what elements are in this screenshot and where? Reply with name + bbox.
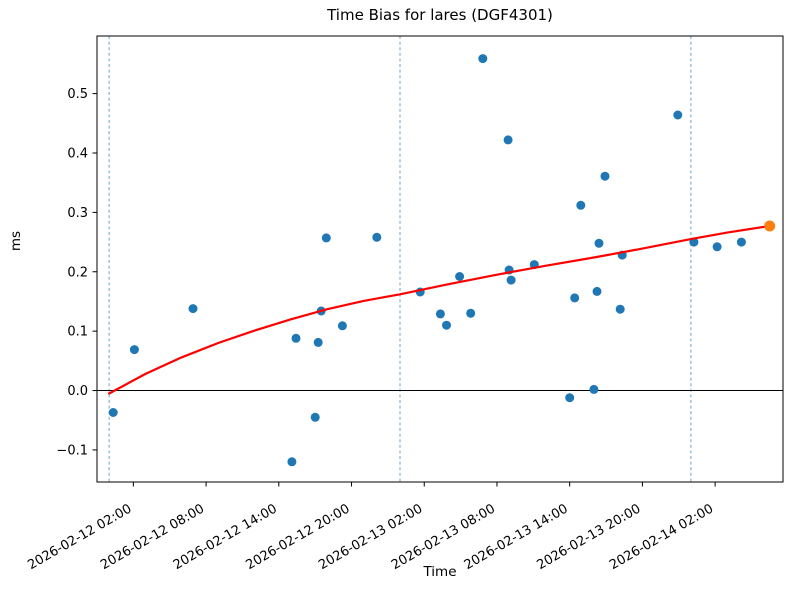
- bias-observations-point: [736, 237, 746, 247]
- y-tick-label: 0.0: [67, 384, 88, 399]
- y-tick-label: −0.1: [56, 443, 88, 458]
- bias-observations-point: [337, 321, 347, 331]
- chart-title: Time Bias for lares (DGF4301): [327, 6, 553, 24]
- bias-observations-point: [442, 320, 451, 330]
- fit-curve-path: [108, 224, 771, 395]
- bias-observations-point: [455, 272, 465, 281]
- bias-observations-point: [310, 412, 320, 422]
- y-axis: −0.1 0.0 0.1 0.2 0.3 0.4 0.5: [56, 87, 97, 458]
- bias-observations-point: [313, 337, 323, 347]
- bias-observations-point: [506, 275, 516, 285]
- bias-observations-point: [673, 110, 683, 120]
- bias-observations-point: [287, 457, 297, 467]
- y-tick-label: 0.4: [67, 146, 88, 161]
- y-tick-label: 0.3: [67, 206, 88, 221]
- bias-observations-point: [466, 308, 476, 318]
- plot-border: [96, 35, 784, 483]
- bias-observations-point: [372, 232, 382, 242]
- bias-observations-point: [576, 200, 586, 210]
- bias-observations-point: [600, 171, 610, 181]
- bias-observations-point: [592, 286, 602, 296]
- bias-observations-point: [570, 293, 580, 303]
- bias-observations-point: [478, 54, 488, 64]
- bias-observations-point: [594, 238, 604, 248]
- bias-observations-point: [712, 242, 722, 252]
- y-tick-label: 0.5: [67, 87, 88, 102]
- bias-observations-point: [291, 333, 301, 343]
- y-tick-label: 0.1: [67, 325, 88, 340]
- bias-observations-point: [503, 135, 513, 145]
- day-gridlines: [108, 36, 692, 482]
- y-axis-label: ms: [8, 230, 24, 252]
- bias-observations-point: [129, 345, 139, 355]
- fit-endpoint-point: [764, 220, 776, 232]
- fit-endpoint: [764, 220, 776, 232]
- bias-observations-point: [321, 233, 331, 243]
- bias-observations-point: [435, 309, 445, 319]
- bias-observations-point: [589, 384, 599, 394]
- bias-observations-point: [108, 408, 118, 417]
- bias-observations-point: [615, 304, 625, 314]
- x-axis-label: Time: [423, 564, 457, 580]
- y-tick-label: 0.2: [67, 265, 88, 280]
- bias-observations-point: [565, 393, 575, 403]
- fit-curve: [108, 224, 771, 395]
- bias-observations: [108, 54, 746, 467]
- bias-observations-point: [188, 304, 198, 314]
